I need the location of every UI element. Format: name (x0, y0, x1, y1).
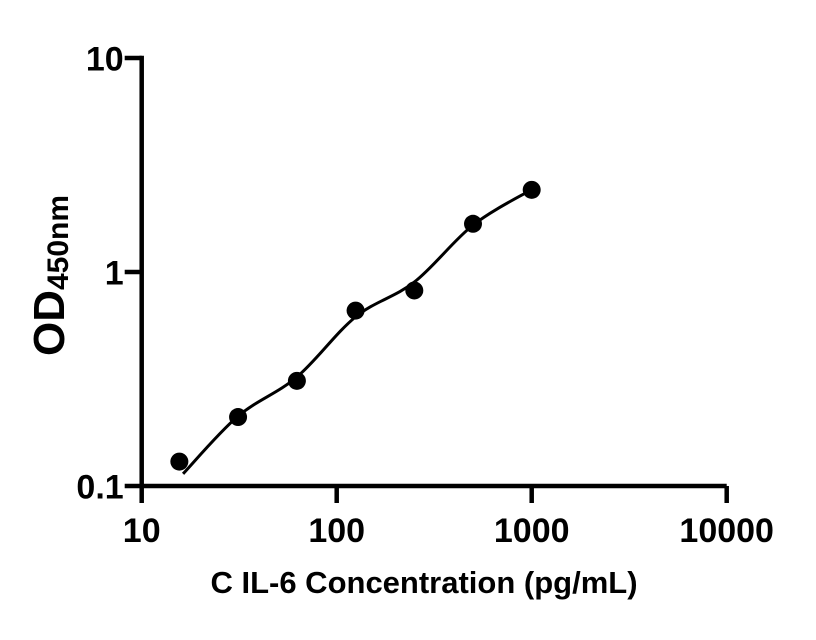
plot-area: 0.1 1 10 10 100 1000 10000 (76, 41, 774, 551)
data-point (170, 452, 189, 471)
y-tick-label: 0.1 (76, 469, 123, 507)
x-tick-label: 10000 (679, 512, 774, 550)
y-axis-title: OD450nm (25, 195, 75, 356)
data-point (463, 214, 482, 233)
data-point (405, 281, 424, 300)
axis-spines (139, 55, 727, 489)
x-tick-label: 100 (308, 512, 365, 550)
x-tick-label: 1000 (494, 512, 570, 550)
y-tick-label: 10 (86, 41, 124, 79)
fit-curve (181, 187, 534, 475)
y-axis-title-subscript: 450nm (42, 195, 75, 290)
x-axis-title: C IL-6 Concentration (pg/mL) (210, 565, 637, 600)
data-point (346, 301, 365, 320)
y-tick-label: 1 (105, 255, 124, 293)
data-point (229, 408, 248, 427)
y-axis-title-main: OD (25, 290, 74, 356)
x-tick-label: 10 (123, 512, 161, 550)
data-point (287, 371, 306, 390)
data-point (522, 180, 541, 199)
